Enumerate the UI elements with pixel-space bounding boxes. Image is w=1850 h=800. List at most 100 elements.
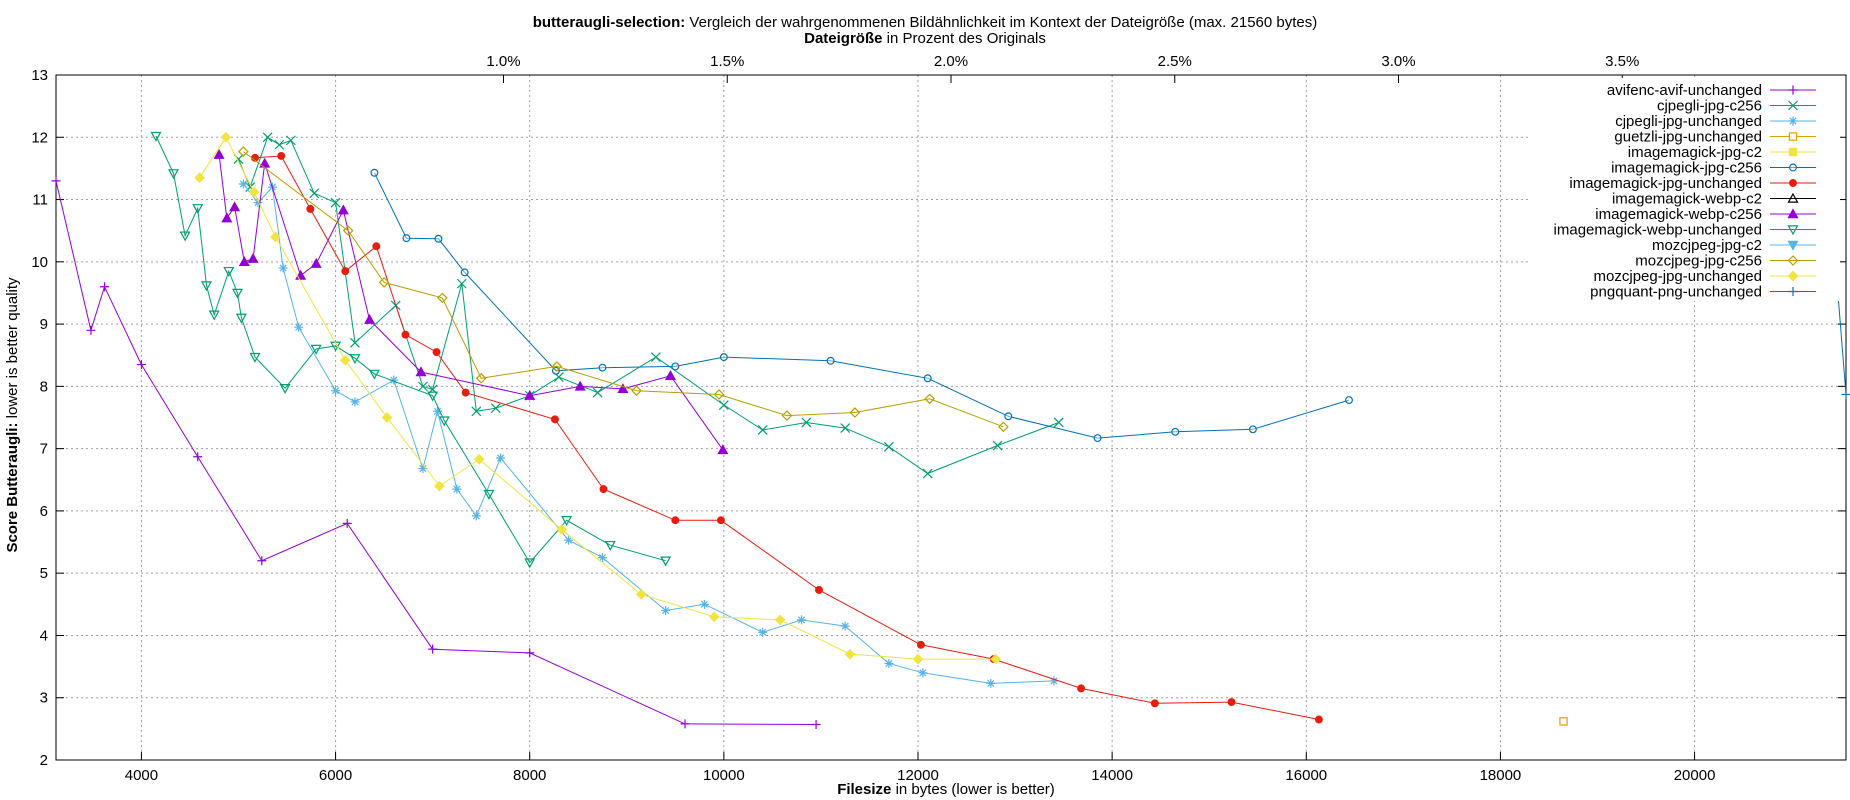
data-point xyxy=(452,484,462,494)
data-point xyxy=(1787,270,1799,282)
data-point xyxy=(1093,434,1102,443)
data-point xyxy=(918,668,928,678)
data-point xyxy=(372,242,381,251)
y-tick-label: 3 xyxy=(40,690,48,707)
legend-label: imagemagick-webp-c2 xyxy=(1612,191,1762,208)
series-mozcjpeg-jpg-c256 xyxy=(237,146,1009,433)
data-point xyxy=(992,440,1003,451)
y-axis-label-bold: Score Butteraugli: xyxy=(4,423,21,553)
data-point xyxy=(342,518,352,528)
series-layer xyxy=(51,131,1850,730)
data-point xyxy=(473,453,485,465)
data-point xyxy=(378,277,390,288)
legend-item: imagemagick-webp-unchanged xyxy=(1554,222,1816,239)
data-point xyxy=(221,212,233,223)
x2-tick-label: 2.5% xyxy=(1158,53,1192,70)
x-tick-label: 8000 xyxy=(513,767,546,784)
data-point xyxy=(253,198,263,208)
data-point xyxy=(564,535,574,545)
series-mozcjpeg-jpg-unchanged xyxy=(194,131,1001,665)
data-point xyxy=(285,135,296,146)
data-point xyxy=(1787,192,1799,203)
data-point xyxy=(238,256,250,267)
legend-background xyxy=(1530,78,1840,301)
data-point xyxy=(1789,163,1797,172)
x-tick-label: 14000 xyxy=(1091,767,1133,784)
data-point xyxy=(415,366,427,377)
data-point xyxy=(436,292,448,304)
data-point xyxy=(660,556,672,567)
data-point xyxy=(986,678,996,688)
data-point xyxy=(331,386,341,396)
data-point xyxy=(1788,147,1798,157)
x-tick-label: 20000 xyxy=(1674,767,1716,784)
data-point xyxy=(193,452,203,462)
x2-tick-label: 3.5% xyxy=(1605,53,1639,70)
x-tick-label: 16000 xyxy=(1285,767,1327,784)
data-point xyxy=(192,204,204,214)
data-point xyxy=(718,400,729,410)
legend-label: cjpegli-jpg-unchanged xyxy=(1615,113,1762,130)
legend-label: imagemagick-webp-unchanged xyxy=(1554,222,1762,239)
x-tick-label: 18000 xyxy=(1480,767,1522,784)
data-point xyxy=(220,131,232,143)
data-point xyxy=(598,553,608,563)
data-point xyxy=(524,558,536,569)
data-point xyxy=(811,720,821,730)
legend-item: imagemagick-jpg-c2 xyxy=(1628,144,1816,161)
legend-item: guetzli-jpg-unchanged xyxy=(1614,129,1816,146)
data-point xyxy=(998,421,1009,433)
data-point xyxy=(461,388,470,397)
legend-item: pngquant-png-unchanged xyxy=(1590,284,1816,301)
data-point xyxy=(337,204,349,215)
data-point xyxy=(200,281,212,292)
data-point xyxy=(100,282,110,292)
data-point xyxy=(922,468,933,479)
y-tick-label: 12 xyxy=(31,129,48,146)
data-point xyxy=(432,348,441,357)
data-point xyxy=(758,627,768,637)
x2-tick-label: 3.0% xyxy=(1381,53,1415,70)
data-point xyxy=(1788,100,1798,111)
data-point xyxy=(194,172,206,184)
data-point xyxy=(274,139,285,150)
data-point xyxy=(350,337,360,348)
data-point xyxy=(434,480,445,492)
data-point xyxy=(381,412,393,423)
data-point xyxy=(713,389,725,400)
data-point xyxy=(370,168,379,177)
series-line xyxy=(238,136,1059,475)
data-point xyxy=(483,489,495,500)
data-point xyxy=(259,157,271,168)
data-point xyxy=(208,310,220,321)
data-point xyxy=(364,313,376,324)
data-point xyxy=(912,653,924,665)
chart-title-bold: butteraugli-selection: xyxy=(533,14,686,31)
data-point xyxy=(179,231,191,242)
data-point xyxy=(716,516,725,525)
x-tick-label: 10000 xyxy=(703,767,745,784)
data-point xyxy=(475,372,487,384)
legend-label: cjpegli-jpg-c256 xyxy=(1657,98,1762,115)
y-tick-label: 2 xyxy=(40,752,48,769)
series-guetzli-jpg-unchanged xyxy=(1559,717,1568,726)
data-point xyxy=(389,375,399,385)
data-point xyxy=(1314,715,1323,724)
legend-item: mozcjpeg-jpg-c2 xyxy=(1652,237,1816,254)
legend-item: mozcjpeg-jpg-unchanged xyxy=(1594,268,1816,285)
data-point xyxy=(1049,676,1059,686)
series-line xyxy=(199,136,996,660)
data-point xyxy=(330,197,341,208)
x-axis-label: Filesize in bytes (lower is better) xyxy=(837,781,1055,798)
data-point xyxy=(774,614,786,626)
data-point xyxy=(661,606,671,616)
x-axis-label-rest: in bytes (lower is better) xyxy=(896,781,1055,798)
data-point xyxy=(1788,85,1798,95)
data-point xyxy=(278,263,288,273)
legend: avifenc-avif-unchangedcjpegli-jpg-c256cj… xyxy=(1530,78,1840,301)
data-point xyxy=(339,354,351,366)
series-imagemagick-jpg-c256 xyxy=(370,168,1353,443)
data-point xyxy=(438,416,450,427)
data-point xyxy=(235,313,247,324)
data-point xyxy=(309,188,320,199)
